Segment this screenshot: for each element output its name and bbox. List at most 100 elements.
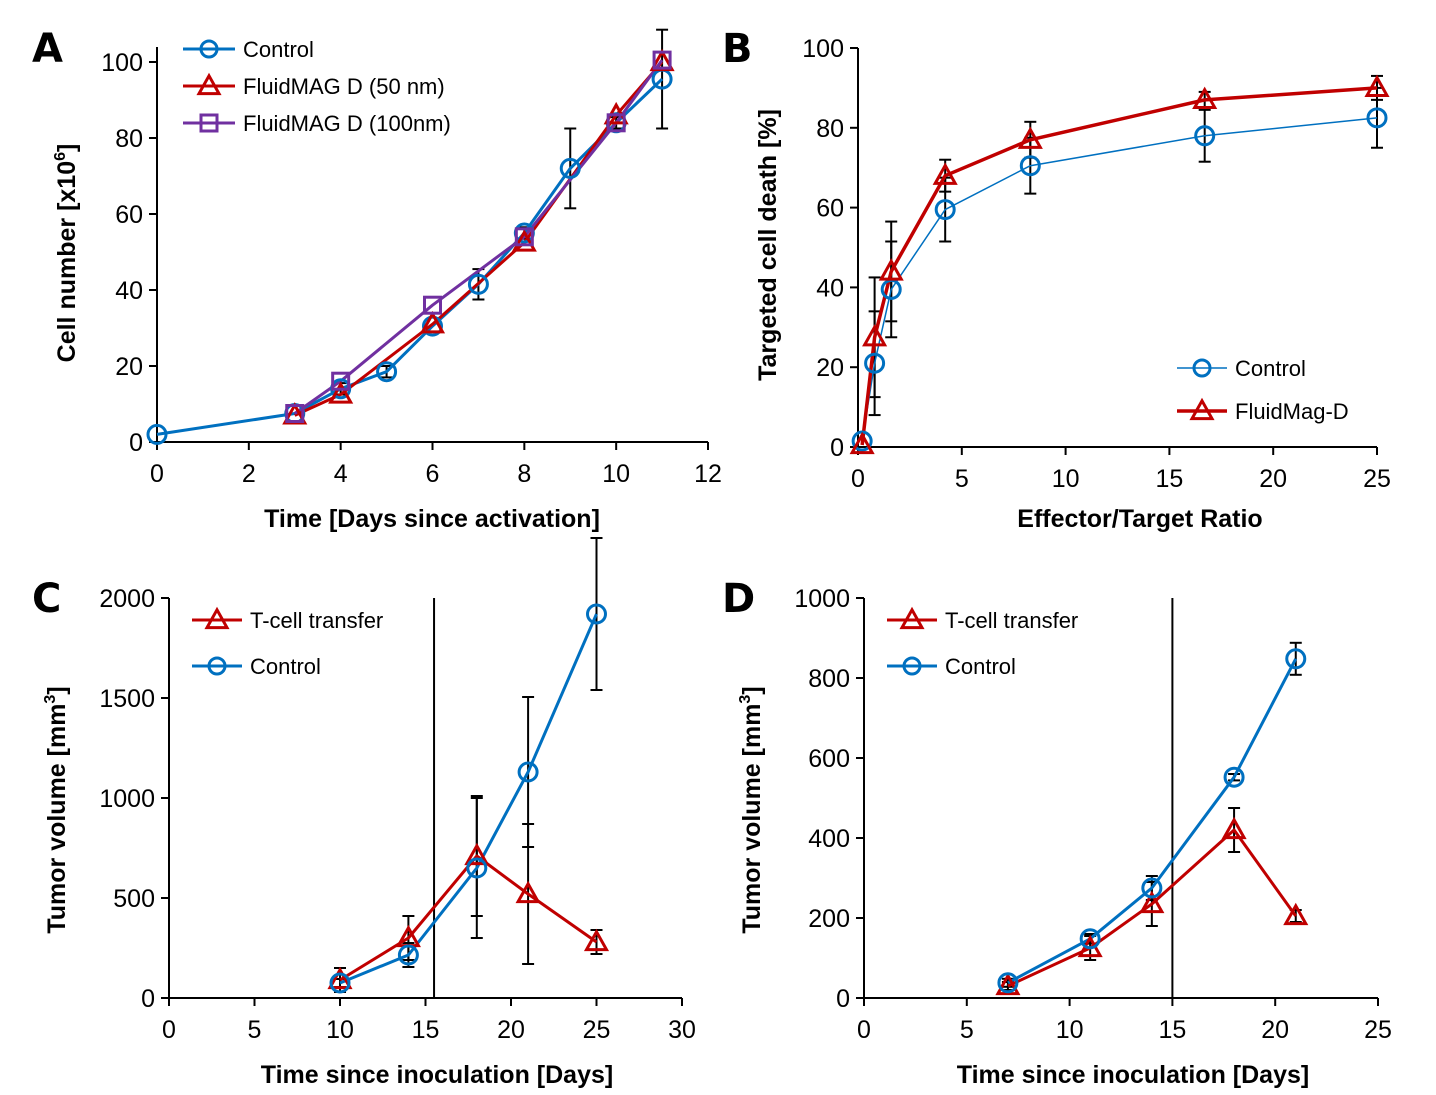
panel-b-x-tick-label: 10 (1052, 465, 1080, 493)
legend-label: FluidMAG D (100nm) (243, 111, 451, 136)
panel-d-y-tick-label: 0 (836, 985, 850, 1013)
panel-b-x-tick-label: 20 (1259, 465, 1287, 493)
panel-a-y-tick-label: 40 (115, 277, 143, 305)
panel-a-x-tick-label: 2 (242, 460, 256, 488)
legend-marker-icon (1192, 358, 1212, 378)
panel-d-y-tick-label: 800 (808, 665, 850, 693)
panel-c-y-tick-label: 500 (113, 885, 155, 913)
panel-d-y-tick-label: 1000 (794, 585, 850, 613)
legend-marker-icon (196, 72, 222, 96)
panel-a-legend-item: FluidMAG D (50 nm) (183, 72, 445, 99)
panel-b-legend: Control FluidMag-D (1177, 356, 1349, 424)
panel-d-data-point (995, 972, 1021, 996)
panel-b-x-tick-label: 5 (955, 465, 969, 493)
panel-d-x-tick-label: 15 (1158, 1016, 1186, 1044)
panel-c-x-tick-label: 20 (497, 1016, 525, 1044)
legend-label: Control (243, 37, 314, 62)
panel-d-axes: 0 5 10 15 20 25 0 200 400 600 800 1000 (794, 585, 1392, 1044)
panel-c-y-axis-title: Tumor volume [mm3] (42, 686, 71, 933)
panel-c: C 0 5 10 15 20 25 30 0 500 1000 1500 2000 T-cell tr… (32, 537, 696, 1089)
panel-a-y-tick-label: 0 (129, 429, 143, 457)
legend-marker-icon (199, 39, 219, 59)
panel-b-series-line-1 (860, 86, 1378, 446)
panel-b-y-tick-label: 40 (816, 274, 844, 302)
panel-a-data-point (419, 310, 446, 334)
legend-marker-icon (204, 606, 230, 630)
panel-label-d: D (722, 576, 755, 622)
panel-d-y-tick-label: 600 (808, 745, 850, 773)
panel-c-x-axis-title: Time since inoculation [Days] (261, 1061, 613, 1089)
panel-d-data-point (1221, 816, 1247, 840)
legend-label: FluidMag-D (1235, 399, 1349, 424)
panel-b-data-point (932, 162, 958, 185)
panel-b-data-point (1364, 74, 1390, 98)
panel-a-data-point (649, 48, 675, 72)
panel-d-y-axis-title: Tumor volume [mm3] (737, 686, 766, 933)
panel-b-data-point (1192, 86, 1218, 110)
panel-d-x-tick-label: 0 (857, 1016, 871, 1044)
panel-b-y-tick-label: 80 (816, 115, 844, 143)
panel-d-series-line-1 (1007, 658, 1298, 985)
panel-a-x-tick-label: 12 (694, 460, 722, 488)
panel-a-data-point (376, 361, 398, 383)
panel-d-data-point (1285, 648, 1307, 670)
panel-a-data-point (328, 381, 354, 404)
panel-b-legend-item: FluidMag-D (1177, 397, 1349, 424)
panel-a-data-point (467, 273, 489, 295)
panel-a-x-tick-label: 0 (150, 460, 164, 488)
legend-marker-icon (207, 656, 227, 676)
panel-b-y-tick-label: 100 (802, 35, 844, 63)
panel-label-a: A (32, 26, 63, 72)
panel-c-x-tick-label: 15 (412, 1016, 440, 1044)
panel-b-x-tick-label: 15 (1155, 465, 1183, 493)
panel-c-markers (327, 603, 610, 994)
panel-c-series-line-1 (339, 613, 598, 985)
panel-a: A 0 2 4 6 8 10 12 0 20 40 60 80 100 Control FluidMAG … (32, 26, 722, 533)
panel-a-x-axis-title: Time [Days since activation] (264, 505, 600, 533)
panel-label-c: C (32, 576, 61, 622)
panel-a-x-tick-label: 10 (602, 460, 630, 488)
panel-a-legend: Control FluidMAG D (50 nm) FluidMAG D (100… (183, 37, 451, 136)
panel-c-x-tick-label: 10 (326, 1016, 354, 1044)
panel-a-x-tick-label: 6 (426, 460, 440, 488)
panel-a-data-point (514, 227, 534, 247)
panel-d-x-tick-label: 20 (1261, 1016, 1289, 1044)
panel-b-data-point (1366, 107, 1388, 129)
panel-a-y-tick-label: 80 (115, 125, 143, 153)
panel-d-x-axis-title: Time since inoculation [Days] (957, 1061, 1309, 1089)
panel-b-data-point (1019, 155, 1041, 177)
panel-b-y-tick-label: 20 (816, 354, 844, 382)
panel-c-y-tick-label: 0 (141, 985, 155, 1013)
panel-a-y-tick-label: 20 (115, 353, 143, 381)
legend-marker-icon (902, 656, 922, 676)
panel-a-data-point (285, 404, 305, 423)
panel-b-legend-item: Control (1177, 356, 1306, 381)
panel-a-y-axis-title: Cell number [x106] (52, 144, 81, 363)
legend-label: T-cell transfer (945, 608, 1078, 633)
panel-b-x-tick-label: 25 (1363, 465, 1391, 493)
legend-marker-icon (899, 606, 925, 630)
panel-a-y-tick-label: 60 (115, 201, 143, 229)
panel-b-series-line-0 (861, 117, 1378, 442)
panel-d-y-axis-title-main: Tumor volume [mm (738, 704, 766, 934)
legend-label: FluidMAG D (50 nm) (243, 74, 445, 99)
panel-c-data-point (327, 966, 353, 990)
panel-a-markers (146, 48, 675, 445)
panel-c-y-axis-title-main: Tumor volume [mm (43, 704, 71, 934)
panel-b-y-axis-title: Targeted cell death [%] (754, 109, 782, 381)
panel-c-legend-item: T-cell transfer (192, 606, 383, 633)
panel-c-axes: 0 5 10 15 20 25 30 0 500 1000 1500 2000 (99, 585, 696, 1044)
panel-d-series-line-0 (1007, 828, 1297, 988)
panel-a-data-point (559, 157, 581, 179)
panel-b-data-point (934, 199, 956, 221)
panel-a-y-axis-title-main: Cell number [x10 (53, 161, 81, 362)
panel-b-axes: 0 5 10 15 20 25 0 20 40 60 80 100 (802, 35, 1391, 493)
panel-b-x-axis-title: Effector/Target Ratio (1017, 505, 1262, 533)
panel-c-x-tick-label: 25 (583, 1016, 611, 1044)
panel-c-lines (339, 613, 598, 985)
panel-b-data-point (862, 324, 888, 347)
panel-d-data-point (1139, 890, 1165, 914)
panel-b-markers (849, 74, 1390, 455)
